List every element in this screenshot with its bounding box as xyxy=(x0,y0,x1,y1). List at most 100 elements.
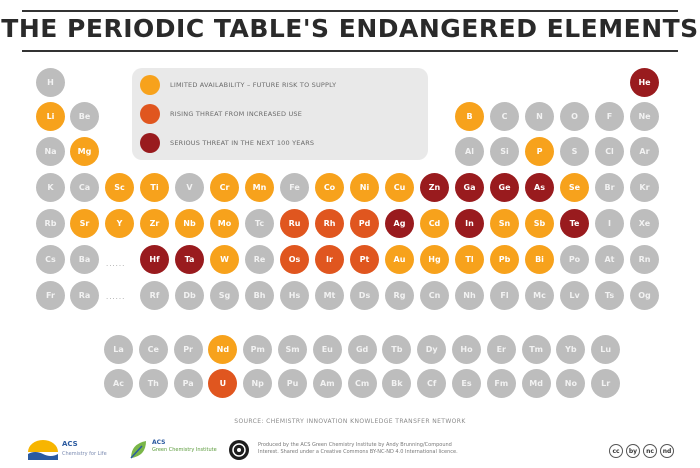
element-mg: Mg xyxy=(70,137,99,166)
element-zn: Zn xyxy=(420,173,449,202)
element-v: V xyxy=(175,173,204,202)
element-xe: Xe xyxy=(630,209,659,238)
element-ag: Ag xyxy=(385,209,414,238)
element-tl: Tl xyxy=(455,245,484,274)
legend-dot-serious xyxy=(140,133,160,153)
legend-item-rising: RISING THREAT FROM INCREASED USE xyxy=(140,103,302,125)
element-fe: Fe xyxy=(280,173,309,202)
element-br: Br xyxy=(595,173,624,202)
element-cf: Cf xyxy=(417,369,447,398)
actinide-gap-marker: ...... xyxy=(106,293,126,301)
element-ra: Ra xyxy=(70,281,99,310)
element-fl: Fl xyxy=(490,281,519,310)
element-th: Th xyxy=(138,369,168,398)
element-sb: Sb xyxy=(525,209,554,238)
green-chemistry-leaf-icon xyxy=(130,441,146,459)
element-pa: Pa xyxy=(173,369,203,398)
legend: LIMITED AVAILABILITY – FUTURE RISK TO SU… xyxy=(132,68,428,160)
cc-license-badge: cc by nc nd xyxy=(609,444,674,458)
element-at: At xyxy=(595,245,624,274)
element-pm: Pm xyxy=(243,335,273,364)
element-ir: Ir xyxy=(315,245,344,274)
element-re: Re xyxy=(245,245,274,274)
element-pd: Pd xyxy=(350,209,379,238)
element-al: Al xyxy=(455,137,484,166)
acs-logo-text: ACS xyxy=(62,440,78,448)
legend-dot-limited xyxy=(140,75,160,95)
element-ar: Ar xyxy=(630,137,659,166)
element-ge: Ge xyxy=(490,173,519,202)
element-md: Md xyxy=(521,369,551,398)
element-i: I xyxy=(595,209,624,238)
element-zr: Zr xyxy=(140,209,169,238)
title-rule-top xyxy=(22,10,678,12)
element-rb: Rb xyxy=(36,209,65,238)
element-gd: Gd xyxy=(347,335,377,364)
legend-item-limited: LIMITED AVAILABILITY – FUTURE RISK TO SU… xyxy=(140,74,336,96)
element-he: He xyxy=(630,68,659,97)
element-te: Te xyxy=(560,209,589,238)
element-la: La xyxy=(104,335,133,364)
cc-icon: cc xyxy=(609,444,623,458)
element-s: S xyxy=(560,137,589,166)
element-am: Am xyxy=(312,369,342,398)
element-pu: Pu xyxy=(278,369,307,398)
element-cd: Cd xyxy=(420,209,449,238)
element-og: Og xyxy=(630,281,659,310)
element-po: Po xyxy=(560,245,589,274)
element-ds: Ds xyxy=(350,281,379,310)
source-note: SOURCE: CHEMISTRY INNOVATION KNOWLEDGE T… xyxy=(234,418,466,425)
element-ta: Ta xyxy=(175,245,204,274)
element-o: O xyxy=(560,102,589,131)
element-nh: Nh xyxy=(455,281,484,310)
element-ti: Ti xyxy=(140,173,169,202)
element-dy: Dy xyxy=(417,335,447,364)
element-sc: Sc xyxy=(105,173,134,202)
element-ts: Ts xyxy=(595,281,624,310)
element-tc: Tc xyxy=(245,209,274,238)
element-hg: Hg xyxy=(420,245,449,274)
element-os: Os xyxy=(280,245,309,274)
element-ru: Ru xyxy=(280,209,309,238)
element-y: Y xyxy=(105,209,134,238)
element-ni: Ni xyxy=(350,173,379,202)
element-cm: Cm xyxy=(347,369,377,398)
gci-logo-subtitle: Green Chemistry Institute xyxy=(152,447,217,453)
element-u: U xyxy=(208,369,238,398)
element-mn: Mn xyxy=(245,173,274,202)
element-na: Na xyxy=(36,137,65,166)
element-db: Db xyxy=(175,281,204,310)
element-sm: Sm xyxy=(278,335,307,364)
element-bk: Bk xyxy=(382,369,412,398)
element-mc: Mc xyxy=(525,281,554,310)
credit-text: Produced by the ACS Green Chemistry Inst… xyxy=(258,442,458,455)
acs-logo-subtitle: Chemistry for Life xyxy=(62,451,107,457)
page-title: THE PERIODIC TABLE'S ENDANGERED ELEMENTS xyxy=(1,14,699,43)
periodic-table: H He Li Be B C N O F Ne Na Mg Al Si P S Cl Ar K Ca Sc Ti V Cr Mn… xyxy=(36,68,659,398)
element-si: Si xyxy=(490,137,519,166)
element-rf: Rf xyxy=(140,281,169,310)
element-ho: Ho xyxy=(452,335,481,364)
compound-interest-logo-icon xyxy=(229,440,249,460)
legend-label-limited: LIMITED AVAILABILITY – FUTURE RISK TO SU… xyxy=(170,81,337,89)
element-bh: Bh xyxy=(245,281,274,310)
element-cn: Cn xyxy=(420,281,449,310)
element-mt: Mt xyxy=(315,281,344,310)
element-w: W xyxy=(210,245,239,274)
legend-label-serious: SERIOUS THREAT IN THE NEXT 100 YEARS xyxy=(170,139,315,147)
element-bi: Bi xyxy=(525,245,554,274)
element-cr: Cr xyxy=(210,173,239,202)
element-sn: Sn xyxy=(490,209,519,238)
element-es: Es xyxy=(452,369,481,398)
element-ac: Ac xyxy=(104,369,133,398)
element-lu: Lu xyxy=(591,335,621,364)
element-rg: Rg xyxy=(385,281,414,310)
element-pt: Pt xyxy=(350,245,379,274)
element-h: H xyxy=(36,68,65,97)
element-ce: Ce xyxy=(138,335,168,364)
element-np: Np xyxy=(243,369,273,398)
element-cl: Cl xyxy=(595,137,624,166)
element-pb: Pb xyxy=(490,245,519,274)
element-sr: Sr xyxy=(70,209,99,238)
element-no: No xyxy=(556,369,586,398)
